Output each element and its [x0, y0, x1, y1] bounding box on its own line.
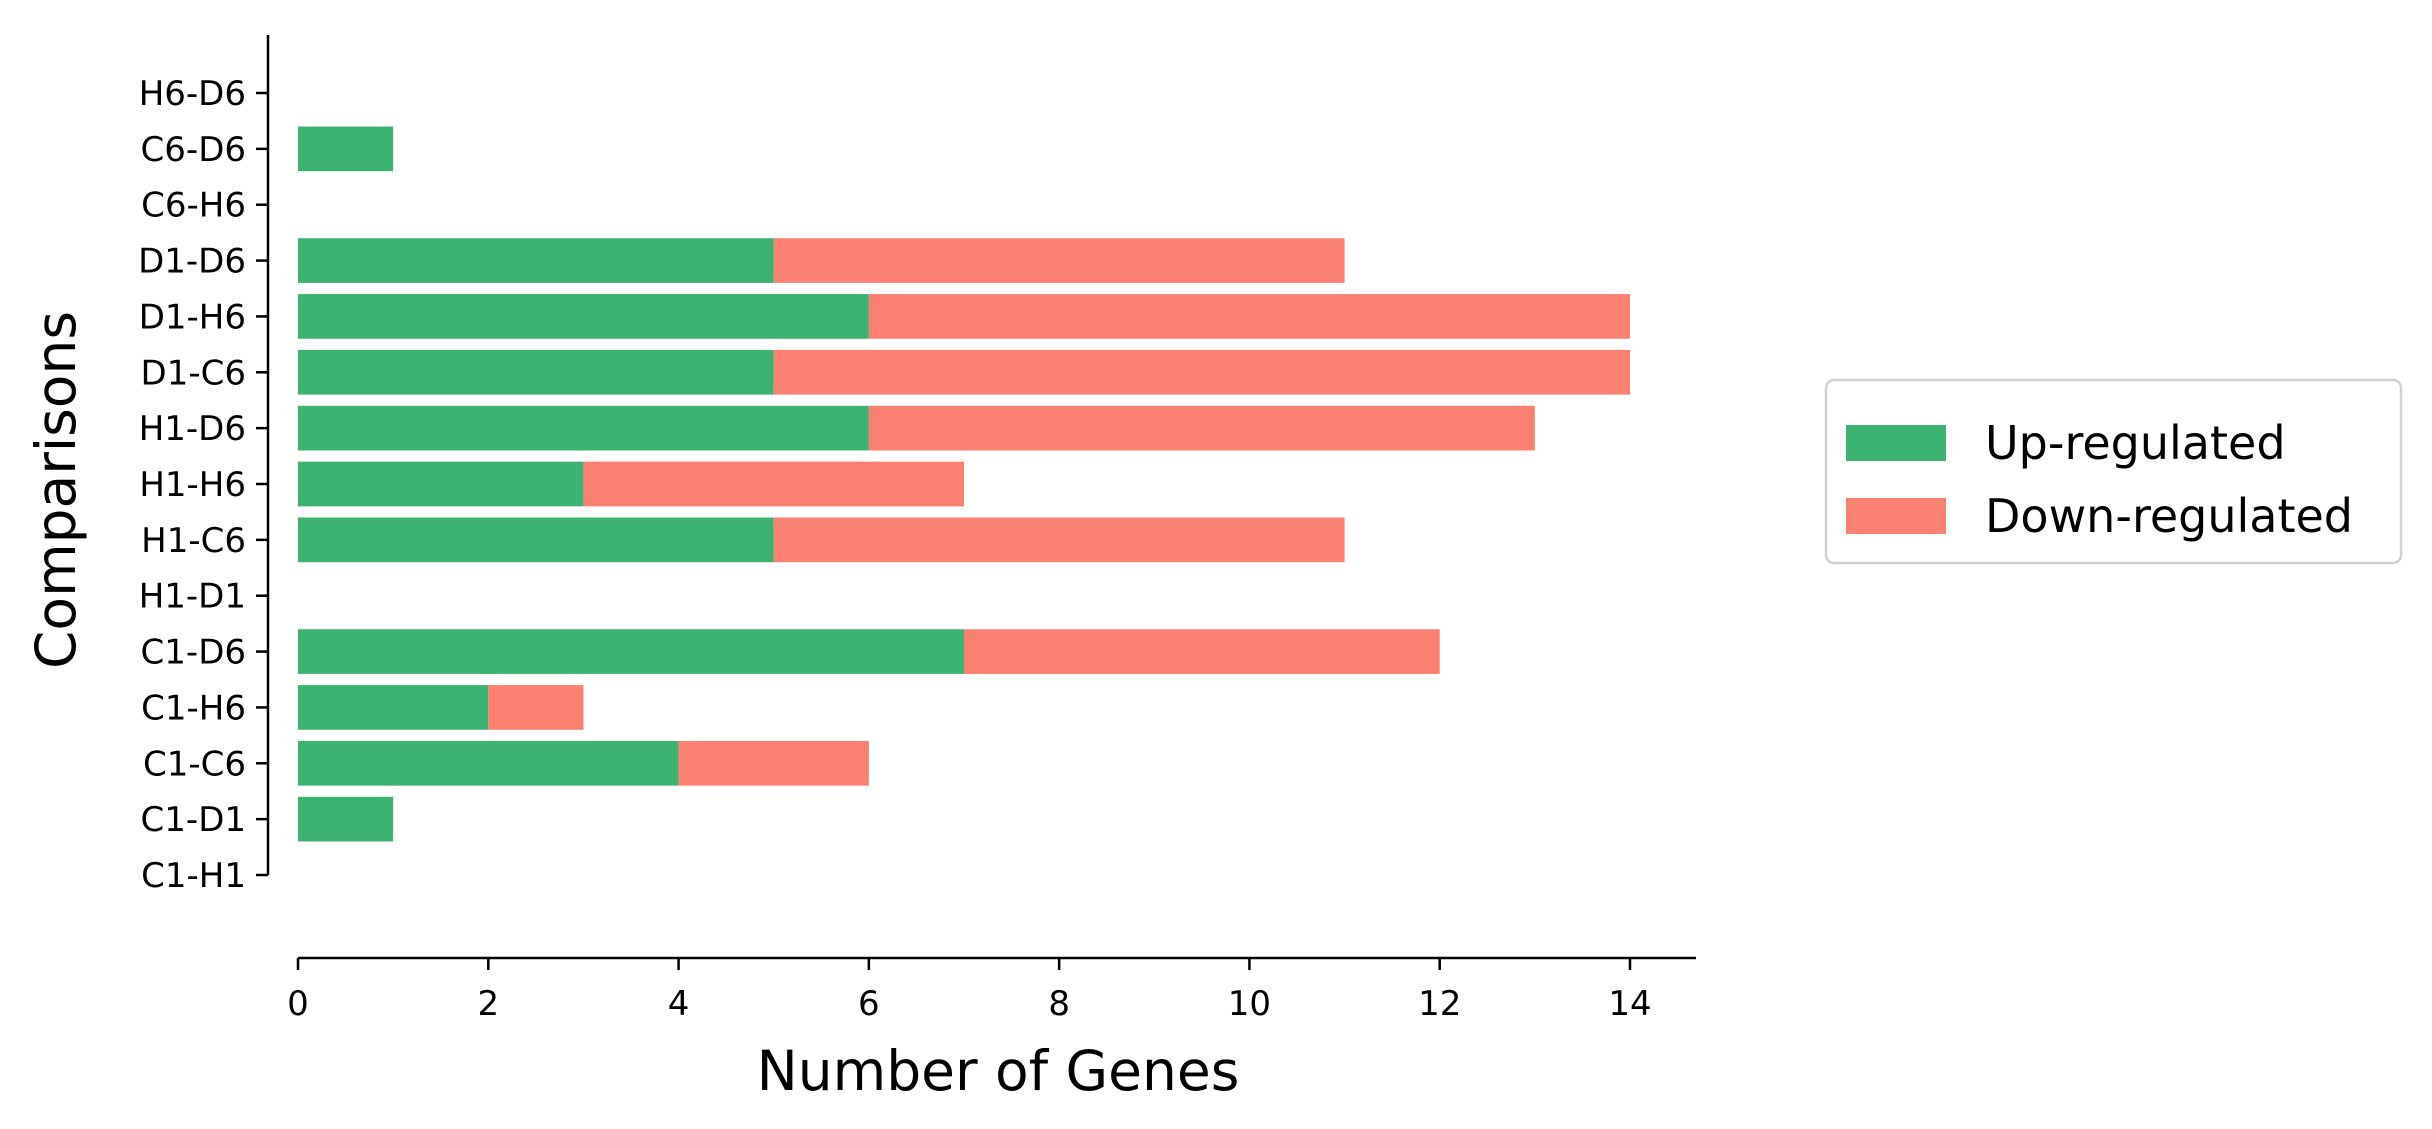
y-tick-label: C1-H1 — [141, 856, 246, 896]
x-tick-label: 8 — [1048, 984, 1070, 1024]
bar-up-c1-d1 — [298, 796, 394, 842]
y-tick-label: C6-H6 — [141, 186, 246, 226]
bars-group — [298, 126, 1630, 842]
y-tick-label: H1-C6 — [141, 521, 246, 561]
y-tick-label: H6-D6 — [139, 74, 246, 114]
bar-up-c6-d6 — [298, 126, 394, 172]
bar-up-h1-c6 — [298, 517, 774, 563]
x-tick-label: 10 — [1228, 984, 1271, 1024]
x-tick-label: 12 — [1418, 984, 1461, 1024]
y-tick-label: D1-H6 — [139, 297, 246, 337]
bar-down-d1-c6 — [773, 349, 1630, 395]
bar-down-h1-h6 — [583, 461, 964, 507]
x-tick-label: 2 — [477, 984, 499, 1024]
legend-swatch-down — [1846, 498, 1946, 534]
x-tick-label: 0 — [287, 984, 309, 1024]
x-tick-label: 14 — [1608, 984, 1651, 1024]
y-tick-label: D1-D6 — [138, 242, 246, 282]
bar-up-c1-d6 — [298, 629, 964, 674]
y-tick-label: D1-C6 — [141, 353, 246, 393]
bar-up-d1-d6 — [298, 238, 774, 283]
y-tick-label: C1-H6 — [141, 688, 246, 728]
bar-down-d1-d6 — [773, 238, 1345, 283]
legend-swatch-up — [1846, 425, 1946, 461]
bar-up-h1-h6 — [298, 461, 584, 507]
x-tick-label: 6 — [858, 984, 880, 1024]
legend-label-down: Down-regulated — [1985, 489, 2353, 543]
legend-label-up: Up-regulated — [1985, 416, 2286, 470]
x-tick-label: 4 — [668, 984, 690, 1024]
y-tick-label: C1-D6 — [141, 633, 246, 673]
y-tick-label: H1-D6 — [139, 409, 246, 449]
y-axis-title: Comparisons — [24, 311, 88, 669]
y-tick-label: C1-D1 — [141, 800, 246, 840]
y-tick-label: C6-D6 — [141, 130, 246, 170]
legend-frame — [1824, 378, 2403, 565]
bar-down-c1-c6 — [678, 740, 869, 786]
bar-down-d1-h6 — [868, 294, 1630, 339]
bar-up-d1-h6 — [298, 294, 869, 339]
bar-down-h1-d6 — [868, 405, 1535, 451]
x-axis: 0 2 4 6 8 10 12 14 — [287, 956, 1696, 1024]
legend: Up-regulated Down-regulated — [1824, 378, 2403, 565]
bar-up-c1-h6 — [298, 685, 489, 730]
x-axis-title: Number of Genes — [757, 1039, 1240, 1103]
bar-down-c1-d6 — [964, 629, 1440, 674]
y-tick-label: H1-H6 — [139, 465, 246, 505]
bar-up-h1-d6 — [298, 405, 869, 451]
bar-down-h1-c6 — [773, 517, 1345, 563]
bar-up-c1-c6 — [298, 740, 679, 786]
bar-up-d1-c6 — [298, 349, 774, 395]
y-tick-label: H1-D1 — [139, 577, 246, 617]
y-axis: C1-H1 C1-D1 C1-C6 C1-H6 C1-D6 H1-D1 H1-C6 H1-H6… — [138, 35, 270, 896]
bar-down-c1-h6 — [488, 685, 584, 730]
y-tick-label: C1-C6 — [143, 744, 246, 784]
